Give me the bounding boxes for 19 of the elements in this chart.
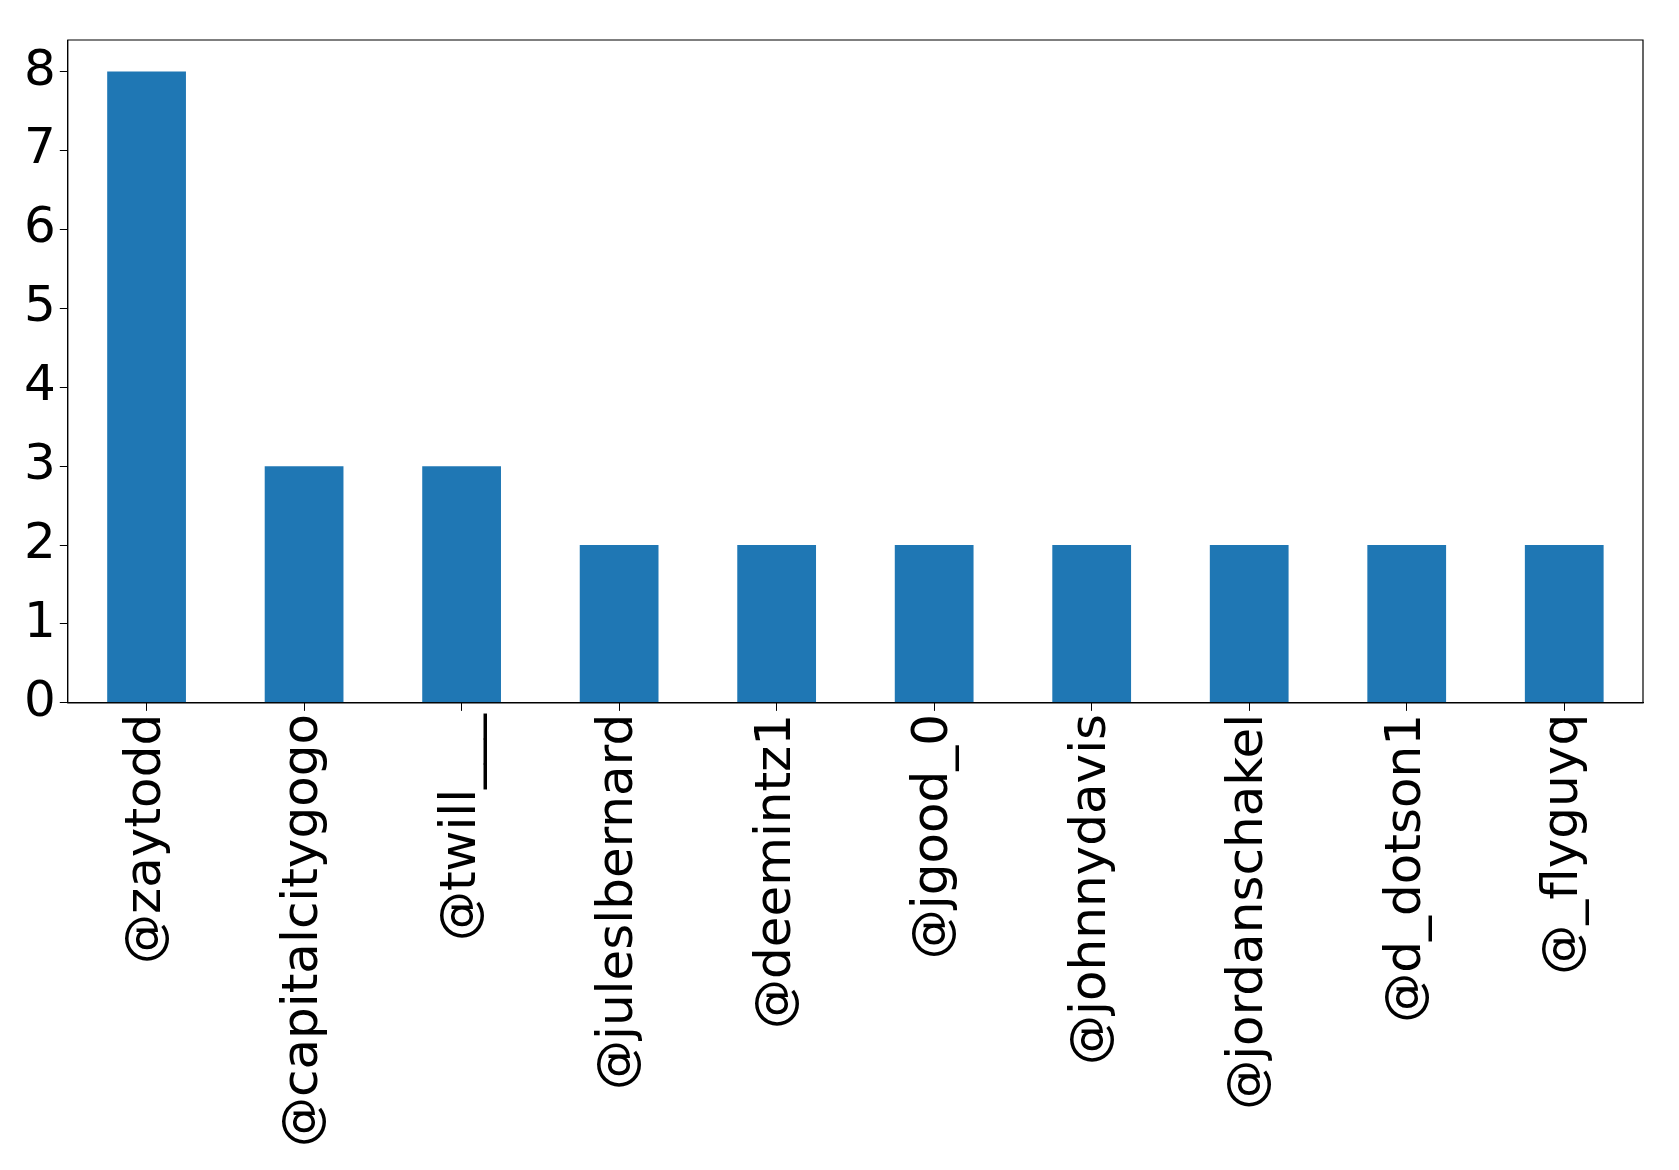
y-tick-label: 3: [24, 433, 56, 492]
x-tick-label: @johnnydavis: [1058, 713, 1117, 1065]
x-tick-label: @_flyguyq: [1531, 713, 1590, 975]
x-tick-label: @d_dotson1: [1373, 713, 1432, 1023]
y-tick-label: 4: [24, 354, 56, 413]
x-tick-label: @jordanschakel: [1216, 713, 1275, 1110]
y-tick-label: 7: [24, 117, 56, 176]
x-tick-label: @juleslbernard: [586, 713, 645, 1090]
x-tick-label: @capitalcitygogo: [271, 713, 330, 1148]
y-tick-label: 8: [24, 38, 56, 97]
x-tick-label: @twill___: [428, 712, 487, 942]
y-tick-label: 2: [24, 512, 56, 571]
y-tick-label: 5: [24, 275, 56, 334]
y-tick-label: 0: [24, 669, 56, 728]
x-tick-label: @zaytodd: [113, 713, 172, 965]
x-tick-label: @deemintz1: [743, 713, 802, 1030]
y-tick-label: 1: [24, 590, 56, 649]
y-tick-label: 6: [24, 196, 56, 255]
x-tick-label: @jgood_0: [901, 713, 960, 960]
